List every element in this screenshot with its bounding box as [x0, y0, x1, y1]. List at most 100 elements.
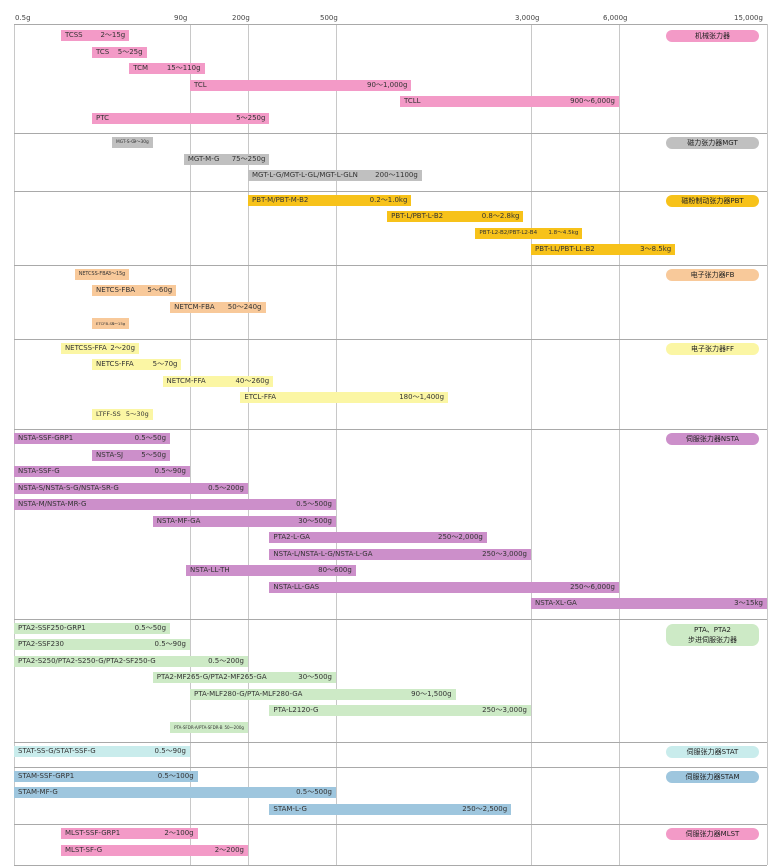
- range-bar-name: LTFF-SS: [96, 409, 121, 418]
- range-bar-value: 9～30g: [133, 140, 149, 145]
- range-bar: [248, 194, 412, 206]
- range-bar: [14, 499, 336, 510]
- range-bar-name: NSTA-LL-TH: [190, 566, 230, 574]
- range-bar-name: NSTA-S/NSTA-S-G/NSTA-SR-G: [18, 483, 119, 492]
- range-bar-name: PTA2-SSF230: [18, 640, 64, 648]
- range-bar-value: 50～200g: [224, 724, 244, 730]
- range-bar-value: 0.5～200g: [208, 483, 244, 492]
- range-bar-value: 2～20g: [110, 343, 135, 352]
- x-gridline: [190, 24, 191, 865]
- range-bar: [92, 285, 177, 296]
- range-bar: [92, 46, 147, 58]
- range-bar: [399, 96, 619, 107]
- range-bar-name: NSTA-L/NSTA-L-G/NSTA-L-GA: [273, 549, 373, 558]
- range-bar: [14, 466, 190, 477]
- range-bar-name: MGT-L-G/MGT-L-GL/MGT-L-GLN: [252, 171, 358, 179]
- range-bar-value: 250～2,500g: [462, 804, 508, 813]
- category-badge: 电子张力器FF: [666, 342, 759, 355]
- range-bar: [129, 63, 205, 74]
- x-gridline: [531, 24, 532, 865]
- range-bar: [60, 828, 198, 839]
- x-gridline: [767, 24, 768, 865]
- range-bar: [531, 598, 767, 609]
- range-bar: [14, 770, 198, 782]
- x-gridline: [619, 24, 620, 865]
- x-tick-label: 500g: [320, 14, 338, 22]
- range-bar-value: 0.5～90g: [154, 467, 186, 475]
- range-bar-value: 5～15g: [111, 321, 126, 326]
- range-bar-name: NSTA-XL-GA: [535, 599, 577, 607]
- range-bar-value: 0.8～2.8kg: [481, 212, 520, 220]
- range-bar-name: ETCFB-SS: [96, 321, 115, 326]
- range-bar-value: 5～250g: [236, 113, 266, 122]
- x-tick-label: 90g: [174, 14, 188, 22]
- range-bar-name: PTA-MLF280-G/PTA-MLF280-GA: [194, 689, 303, 698]
- x-gridline: [248, 24, 249, 865]
- range-bar: [475, 227, 583, 239]
- range-bar-name: TCLL: [403, 97, 421, 105]
- range-bar-value: 250～3,000g: [482, 549, 527, 558]
- range-bar-value: 5～70g: [152, 360, 178, 368]
- group-separator: [14, 429, 767, 430]
- range-bar-name: PBT-LL/PBT-LL-B2: [535, 245, 595, 253]
- range-bar: [190, 79, 412, 91]
- range-bar-value: 0.5～500g: [296, 500, 332, 508]
- range-bar-value: 0.5～500g: [296, 788, 332, 796]
- range-bar: [60, 30, 130, 41]
- range-bar: [269, 548, 531, 560]
- range-bar-name: ETCL-FFA: [244, 393, 277, 401]
- range-bar-name: NETCS-FBA: [96, 286, 136, 294]
- range-bar: [92, 112, 270, 124]
- range-bar-name: NSTA-M/NSTA-MR-G: [18, 500, 87, 508]
- range-bar: [183, 153, 270, 165]
- range-bar-name: NSTA-LL-GAS: [273, 582, 320, 591]
- range-bar-name: TCL: [194, 80, 207, 89]
- range-bar-value: 0.5～100g: [157, 771, 194, 780]
- category-badge: 伺服张力器MLST: [666, 828, 759, 840]
- group-separator: [14, 824, 767, 825]
- range-bar: [170, 721, 248, 733]
- range-bar: [162, 375, 274, 387]
- range-bar: [74, 268, 130, 280]
- range-bar-name: NETCS-FFA: [96, 360, 134, 368]
- group-separator: [14, 190, 767, 192]
- range-bar: [14, 655, 248, 667]
- x-tick-label: 0.5g: [15, 14, 31, 22]
- range-bar-value: 200～1100g: [375, 171, 418, 179]
- chart-top-border: [14, 24, 767, 25]
- range-bar: [152, 672, 336, 683]
- range-bar: [92, 359, 182, 370]
- range-bar-value: 0.5～50g: [134, 623, 167, 632]
- category-badge: 伺服张力器NSTA: [666, 433, 759, 445]
- range-bar-value: 90～1,000g: [367, 80, 408, 89]
- group-separator: [14, 133, 767, 134]
- range-bar-value: 3～15kg: [734, 599, 763, 607]
- range-bar: [240, 392, 449, 403]
- group-separator: [14, 766, 767, 768]
- group-separator: [14, 742, 767, 743]
- range-bar: [152, 515, 336, 527]
- range-bar: [186, 565, 356, 576]
- range-bar: [269, 705, 531, 716]
- range-bar-value: 15～110g: [166, 64, 201, 72]
- range-bar-value: 30～500g: [298, 516, 332, 525]
- range-bar-value: 3～15g: [108, 270, 126, 277]
- range-bar: [14, 482, 248, 494]
- range-bar-value: 90～1,500g: [411, 689, 452, 698]
- range-bar-name: NETCSS-FBA: [78, 270, 109, 277]
- range-bar-name: TCS: [96, 47, 110, 56]
- range-bar-value: 50～240g: [227, 302, 262, 311]
- group-separator: [14, 618, 767, 620]
- range-bar: [14, 433, 171, 444]
- range-bar: [387, 211, 524, 222]
- range-bar: [269, 803, 512, 815]
- range-bar-value: 0.5～200g: [208, 656, 244, 665]
- range-bar-value: 0.5～90g: [154, 747, 186, 755]
- range-bar-name: NETCSS-FFA: [64, 343, 107, 352]
- x-tick-label: 3,000g: [515, 14, 540, 22]
- range-bar-name: NSTA-SSF-GRP1: [18, 434, 74, 442]
- range-bar-name: MGT-S-G: [115, 140, 135, 145]
- range-bar-name: PBT-L/PBT-L-B2: [391, 212, 444, 220]
- range-bar-name: PTC: [96, 113, 110, 122]
- category-badge: 机械张力器: [666, 30, 759, 42]
